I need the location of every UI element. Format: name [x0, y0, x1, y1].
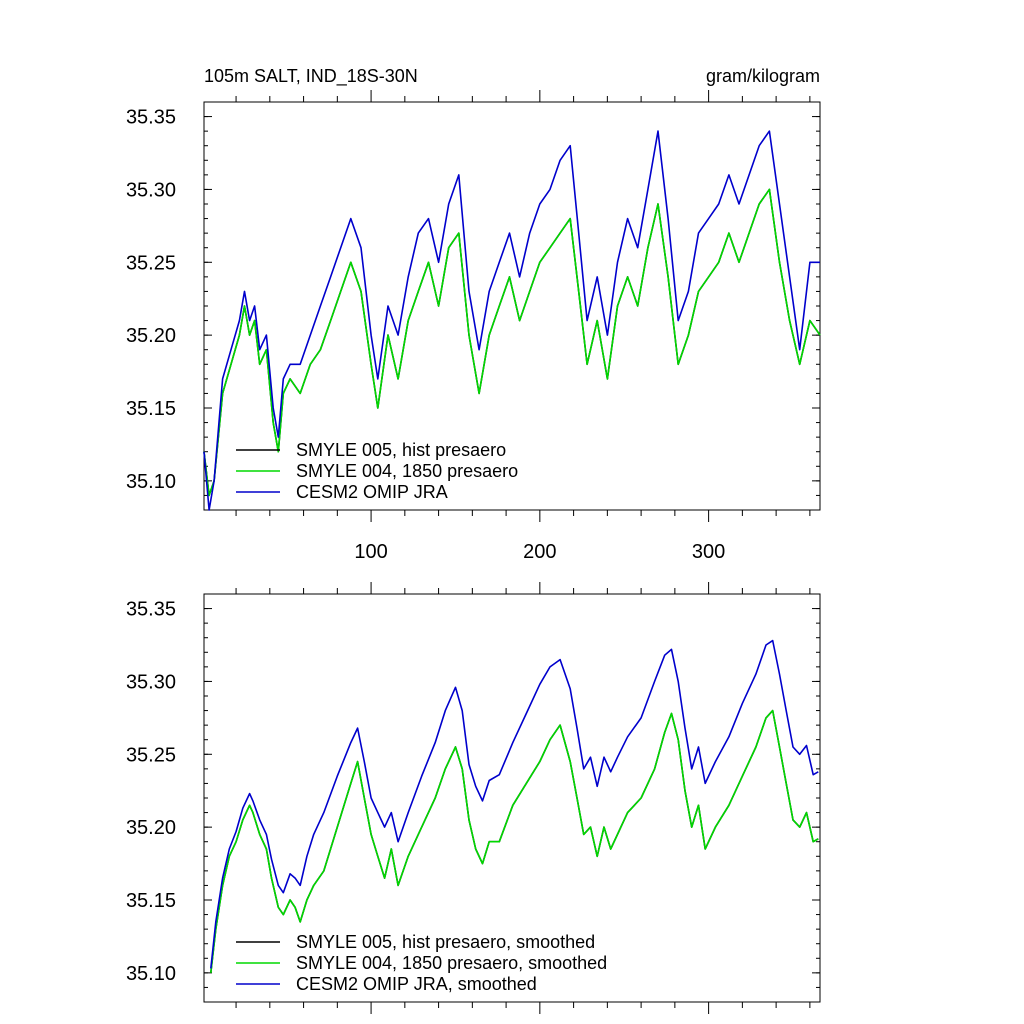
top-panel: 105m SALT, IND_18S-30N gram/kilogram 35.… — [126, 66, 821, 563]
legend-label: SMYLE 004, 1850 presaero, smoothed — [296, 953, 607, 973]
series-line-2 — [210, 639, 819, 969]
x-tick-label: 300 — [692, 541, 725, 563]
series-layer — [203, 130, 821, 511]
x-tick-label: 100 — [354, 541, 387, 563]
panel-title: 105m SALT, IND_18S-30N — [204, 66, 418, 87]
y-tick-label: 35.20 — [126, 817, 176, 839]
legend-label: CESM2 OMIP JRA — [296, 482, 448, 502]
x-tick-label: 200 — [523, 541, 556, 563]
series-line-2 — [203, 130, 820, 511]
axis-ticks: 35.10 35.15 35.20 35.25 35.30 35.35 100 200 300 — [126, 90, 820, 563]
units-label: gram/kilogram — [706, 66, 820, 86]
bottom-panel: 35.10 35.15 35.20 35.25 35.30 35.35 SMYLE 005… — [126, 582, 821, 1014]
legend-label: SMYLE 005, hist presaero, smoothed — [296, 932, 595, 952]
y-tick-label: 35.20 — [126, 325, 176, 347]
series-layer — [210, 639, 819, 973]
y-tick-label: 35.25 — [126, 744, 176, 766]
axis-ticks: 35.10 35.15 35.20 35.25 35.30 35.35 — [126, 582, 820, 1014]
series-line-1 — [203, 188, 821, 497]
y-tick-label: 35.35 — [126, 599, 176, 621]
y-tick-label: 35.15 — [126, 398, 176, 420]
y-tick-label: 35.25 — [126, 252, 176, 274]
legend: SMYLE 005, hist presaero, smoothedSMYLE … — [236, 932, 607, 994]
legend-label: SMYLE 004, 1850 presaero — [296, 461, 518, 481]
y-tick-label: 35.35 — [126, 107, 176, 129]
legend-label: SMYLE 005, hist presaero — [296, 440, 506, 460]
y-tick-label: 35.10 — [126, 963, 176, 985]
y-tick-label: 35.15 — [126, 890, 176, 912]
series-line-1 — [210, 709, 819, 973]
legend-label: CESM2 OMIP JRA, smoothed — [296, 974, 537, 994]
y-tick-label: 35.10 — [126, 471, 176, 493]
y-tick-label: 35.30 — [126, 671, 176, 693]
y-tick-label: 35.30 — [126, 179, 176, 201]
